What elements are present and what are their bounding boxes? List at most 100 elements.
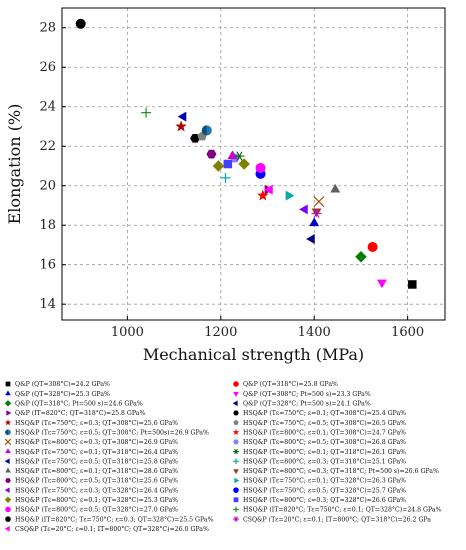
data-point: [255, 162, 266, 173]
legend-label: Q&P (QT=318°C)=25.8 GPa%: [243, 381, 338, 388]
x-axis-label: Mechanical strength (MPa): [143, 345, 364, 364]
legend-label: HSQ&P (Tε=800°C; ε=0.3; QT=328°C)=26.6 G…: [243, 497, 406, 504]
data-point: [141, 107, 152, 118]
data-point: [175, 120, 187, 132]
data-point: [408, 280, 417, 289]
data-point: [306, 234, 315, 245]
data-point: [355, 251, 367, 263]
data-point: [75, 18, 86, 29]
legend-marker: [232, 400, 238, 407]
legend-label: Q&P (QT=318°C; Pt=500 s)=24.6 GPa%: [15, 401, 143, 408]
grid-lines: [62, 8, 445, 320]
axis-ticks: 1000 1200 1400 1600 14 16 18 20 22 24 26 28: [39, 21, 424, 340]
data-point: [309, 217, 320, 227]
legend-label: HSQ&P (Tε=750°C; ε=0.1; QT=328°C)=26.3 G…: [243, 478, 406, 485]
legend-label: HSQ&P (Tε=750°C; ε=0.5; QT=308°C)=26.5 G…: [243, 420, 406, 427]
data-points: [75, 18, 417, 289]
x-tick-label: 1400: [298, 325, 331, 340]
data-point: [190, 134, 201, 143]
legend-label: HSQ&P (Tε=800°C; ε=0.3; QT=318°C)=25.1 G…: [243, 458, 406, 465]
data-point: [311, 208, 322, 218]
data-point: [201, 125, 212, 136]
x-tick-label: 1200: [204, 325, 237, 340]
data-point: [238, 158, 250, 170]
legend-label: Q&P (QT=328°C)=25.3 GPa%: [15, 391, 110, 398]
legend-label: Q&P (IT=820°C; QT=318°C)=25.8 GPa%: [15, 410, 145, 417]
y-tick-label: 16: [39, 258, 56, 273]
legend-label: HSQ&P (Tε=750°C; ε=0.5; QT=318°C)=25.8 G…: [15, 458, 178, 465]
legend-marker: [234, 477, 240, 484]
legend-label: CSQ&P (Tε=20°C; ε=0.1; IT=800°C; QT=328°…: [15, 526, 209, 533]
legend-marker: [6, 410, 12, 416]
legend-marker: [5, 516, 11, 522]
legend-marker: [233, 392, 239, 397]
legend-marker: [5, 506, 11, 513]
data-point: [177, 111, 187, 122]
data-point: [212, 160, 225, 172]
legend-marker: [4, 496, 12, 504]
y-tick-label: 22: [39, 139, 56, 154]
plot-frame: [61, 7, 446, 321]
legend-label: HSQ&P (IT=820°C; Tε=750°C; ε=0.1; QT=328…: [243, 507, 442, 514]
legend-marker: [233, 381, 239, 387]
data-point: [264, 184, 273, 195]
legend-marker: [4, 419, 12, 426]
legend-label: HSQ&P (Tε=800°C; ε=0.5; QT=308°C)=26.8 G…: [243, 439, 406, 446]
y-axis-label: Elongation (%): [5, 104, 24, 225]
legend-marker: [5, 478, 11, 483]
y-tick-label: 18: [39, 218, 56, 233]
data-point: [257, 189, 269, 201]
legend-label: HSQ&P (Tε=800°C; ε=0.5; QT=328°C)=27.0 G…: [15, 507, 178, 514]
y-tick-label: 28: [39, 21, 56, 36]
legend-marker: [4, 400, 12, 407]
legend-marker: [5, 448, 11, 454]
legend-label: HSQ&P (Tε=800°C; ε=0.3; QT=318°C; Pt=500…: [243, 468, 439, 475]
data-point: [299, 204, 308, 215]
data-point: [367, 241, 378, 252]
legend-label: HSQ&P (Tε=800°C; ε=0.1; QT=328°C)=25.3 G…: [15, 497, 178, 504]
legend-label: HSQ&P (Tε=800°C; ε=0.1; QT=308°C)=24.7 G…: [243, 429, 406, 436]
legend-marker: [232, 428, 240, 435]
legend-label: HSQ&P (Tε=750°C; ε=0.3; QT=308°C)=25.6 G…: [15, 420, 178, 427]
legend-marker: [233, 419, 239, 425]
legend-marker: [4, 438, 12, 446]
y-tick-label: 26: [39, 60, 56, 75]
data-point: [206, 149, 217, 159]
legend-marker: [233, 439, 239, 445]
x-tick-label: 1000: [111, 325, 144, 340]
legend-marker: [4, 458, 10, 464]
legend-marker: [233, 410, 239, 416]
legend-label: HSQ&P (Tε=750°C; ε=0.1; QT=308°C)=25.4 G…: [243, 410, 406, 417]
data-point: [234, 151, 245, 161]
legend-label: HSQ&P (Tε=800°C; ε=0.3; QT=308°C)=26.9 G…: [15, 439, 178, 446]
legend-label: Q&P (QT=308°C; Pt=500 s)=23.3 GPa%: [243, 391, 371, 398]
legend-label: CSQ&P (Tε=20°C; ε=0.1; IT=800°C; QT=318°…: [243, 516, 431, 523]
legend-label: HSQ&P (Tε=800°C; ε=0.1; QT=318°C)=26.1 G…: [243, 449, 406, 456]
data-point: [313, 196, 325, 207]
data-point: [227, 150, 238, 159]
legend: Q&P (QT=308°C)=24.2 GPa% Q&P (QT=328°C)=2…: [4, 381, 442, 533]
legend-marker: [233, 448, 239, 455]
legend-label: Q&P (QT=308°C)=24.2 GPa%: [15, 381, 110, 388]
legend-label: HSQ&P (Tε=750°C; ε=0.5; QT=308°C; Pt=500…: [15, 429, 209, 436]
legend-marker: [5, 381, 11, 387]
x-tick-label: 1600: [391, 325, 424, 340]
legend-marker: [5, 390, 11, 396]
legend-marker: [233, 506, 239, 513]
y-tick-label: 24: [39, 100, 56, 115]
legend-marker: [4, 525, 10, 532]
legend-marker: [233, 469, 239, 475]
data-point: [285, 190, 295, 201]
legend-marker: [4, 487, 10, 493]
legend-marker: [233, 516, 239, 522]
legend-label: Q&P (QT=328°C; Pt=500 s)=24.1 GPa%: [243, 401, 371, 408]
legend-marker: [233, 497, 239, 503]
legend-label: HSQ&P (Tε=800°C; ε=0.5; QT=318°C)=25.6 G…: [15, 478, 178, 485]
data-point: [223, 159, 233, 169]
legend-marker: [233, 487, 239, 493]
data-point: [220, 172, 231, 183]
y-tick-label: 14: [39, 297, 56, 312]
legend-marker: [5, 429, 11, 436]
y-tick-label: 20: [39, 179, 56, 194]
